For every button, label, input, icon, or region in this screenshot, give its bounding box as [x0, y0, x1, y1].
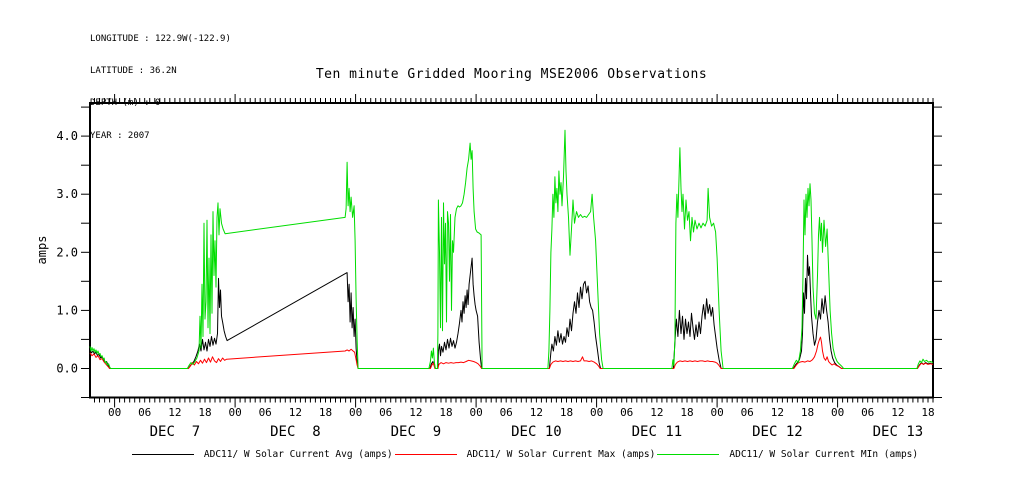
x-axis-ticks — [94, 94, 934, 408]
x-hour-label: 06 — [861, 406, 874, 419]
x-axis-day-labels: DEC 7 DEC 8 DEC 9 DEC 10 DEC 11 DEC 12 DEC 13 — [150, 424, 924, 440]
x-day-label: DEC 8 — [270, 424, 321, 440]
series-line-1 — [89, 336, 934, 369]
x-hour-label: 18 — [198, 406, 211, 419]
y-axis-title: amps — [35, 236, 49, 265]
x-hour-label: 12 — [891, 406, 904, 419]
x-day-label: DEC 12 — [752, 424, 803, 440]
x-hour-label: 00 — [108, 406, 121, 419]
x-day-label: DEC 7 — [150, 424, 201, 440]
x-hour-label: 06 — [741, 406, 754, 419]
y-axis-ticks — [81, 106, 942, 398]
x-hour-label: 06 — [620, 406, 633, 419]
x-hour-label: 12 — [650, 406, 663, 419]
legend-line-avg — [131, 454, 194, 455]
x-hour-label: 12 — [289, 406, 302, 419]
x-axis-hour-labels: 00 06 12 18 00 06 12 18 00 06 12 18 00 06 12 18 00 06 12 18… — [108, 406, 935, 419]
series-line-2 — [89, 129, 934, 369]
x-hour-label: 06 — [138, 406, 151, 419]
x-hour-label: 00 — [349, 406, 362, 419]
x-hour-label: 12 — [530, 406, 543, 419]
chart-legend: ADC11/ W Solar Current Avg (amps) ADC11/… — [90, 449, 960, 460]
x-hour-label: 12 — [409, 406, 422, 419]
x-hour-label: 18 — [439, 406, 452, 419]
x-hour-label: 18 — [921, 406, 934, 419]
legend-entry-min: ADC11/ W Solar Current MIn (amps) — [657, 449, 918, 460]
x-day-label: DEC 9 — [391, 424, 442, 440]
x-hour-label: 00 — [710, 406, 723, 419]
legend-label-min: ADC11/ W Solar Current MIn (amps) — [729, 449, 919, 460]
metadata-latitude: LATITUDE : 36.2N — [90, 65, 177, 76]
y-tick-label: 0.0 — [56, 362, 78, 376]
x-day-label: DEC 10 — [511, 424, 562, 440]
x-hour-label: 12 — [771, 406, 784, 419]
y-tick-label: 1.0 — [56, 303, 78, 317]
x-day-label: DEC 11 — [632, 424, 683, 440]
metadata-longitude: LONGITUDE : 122.9W(-122.9) — [90, 33, 231, 44]
x-hour-label: 00 — [228, 406, 241, 419]
y-tick-label: 3.0 — [56, 187, 78, 201]
legend-entry-avg: ADC11/ W Solar Current Avg (amps) — [131, 449, 393, 460]
x-hour-label: 12 — [168, 406, 181, 419]
x-hour-label: 06 — [500, 406, 513, 419]
legend-label-avg: ADC11/ W Solar Current Avg (amps) — [203, 449, 393, 460]
legend-label-max: ADC11/ W Solar Current Max (amps) — [466, 449, 656, 460]
x-hour-label: 06 — [379, 406, 392, 419]
chart-title: Ten minute Gridded Mooring MSE2006 Obser… — [315, 67, 708, 82]
x-hour-label: 18 — [801, 406, 814, 419]
x-hour-label: 18 — [680, 406, 693, 419]
metadata-year: YEAR : 2007 — [90, 130, 150, 141]
x-day-label: DEC 13 — [873, 424, 924, 440]
x-hour-label: 00 — [831, 406, 844, 419]
legend-entry-max: ADC11/ W Solar Current Max (amps) — [394, 449, 656, 460]
x-hour-label: 06 — [259, 406, 272, 419]
y-tick-label: 4.0 — [56, 129, 78, 143]
y-axis-labels: 0.0 1.0 2.0 3.0 4.0 — [56, 129, 78, 375]
legend-line-min — [657, 454, 720, 455]
legend-line-max — [394, 454, 457, 455]
series-line-0 — [89, 254, 934, 369]
x-hour-label: 18 — [560, 406, 573, 419]
x-hour-label: 00 — [590, 406, 603, 419]
x-hour-label: 00 — [469, 406, 482, 419]
x-hour-label: 18 — [319, 406, 332, 419]
y-tick-label: 2.0 — [56, 245, 78, 259]
